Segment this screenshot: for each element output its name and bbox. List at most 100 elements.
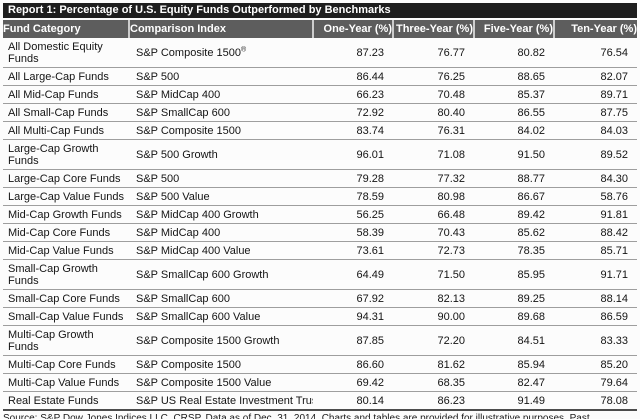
comparison-index-cell: S&P SmallCap 600: [129, 103, 313, 122]
table-row: Mid-Cap Core Funds S&P MidCap 400 58.39 …: [3, 223, 637, 242]
table-row: Real Estate Funds S&P US Real Estate Inv…: [3, 391, 637, 410]
one-year-cell: 80.14: [313, 391, 393, 410]
fund-category-cell: Multi-Cap Value Funds: [3, 373, 129, 392]
five-year-cell: 78.35: [474, 241, 554, 260]
three-year-cell: 80.40: [393, 103, 474, 122]
comparison-index-cell: S&P 500: [129, 67, 313, 86]
comparison-index-cell: S&P Composite 1500: [129, 355, 313, 374]
table-row: Mid-Cap Growth Funds S&P MidCap 400 Grow…: [3, 205, 637, 224]
ten-year-cell: 82.07: [554, 67, 637, 86]
table-row: Small-Cap Growth Funds S&P SmallCap 600 …: [3, 259, 637, 290]
comparison-index-cell: S&P Composite 1500 Value: [129, 373, 313, 392]
ten-year-cell: 87.75: [554, 103, 637, 122]
five-year-cell: 85.95: [474, 259, 554, 290]
table-row: Multi-Cap Value Funds S&P Composite 1500…: [3, 373, 637, 392]
table-row: Small-Cap Core Funds S&P SmallCap 600 67…: [3, 289, 637, 308]
three-year-cell: 71.50: [393, 259, 474, 290]
five-year-cell: 85.94: [474, 355, 554, 374]
one-year-cell: 69.42: [313, 373, 393, 392]
ten-year-cell: 89.71: [554, 85, 637, 104]
table-row: Small-Cap Value Funds S&P SmallCap 600 V…: [3, 307, 637, 326]
table-row: All Small-Cap Funds S&P SmallCap 600 72.…: [3, 103, 637, 122]
fund-category-cell: All Multi-Cap Funds: [3, 121, 129, 140]
ten-year-cell: 76.54: [600, 47, 628, 59]
three-year-cell: 70.48: [393, 85, 474, 104]
one-year-cell: 78.59: [313, 187, 393, 206]
ten-year-cell: 89.52: [554, 139, 637, 170]
one-year-cell: 73.61: [313, 241, 393, 260]
col-header-fund-category: Fund Category: [3, 20, 129, 38]
ten-year-cell: 58.76: [554, 187, 637, 206]
comparison-index-cell: S&P MidCap 400 Growth: [129, 205, 313, 224]
fund-category-cell: Large-Cap Growth Funds: [3, 139, 129, 170]
five-year-cell: 86.67: [474, 187, 554, 206]
fund-category-cell: Small-Cap Growth Funds: [3, 259, 129, 290]
ten-year-cell: 85.20: [554, 355, 637, 374]
three-year-cell: 70.43: [393, 223, 474, 242]
fund-category-cell: Mid-Cap Value Funds: [3, 241, 129, 260]
col-header-five-year: Five-Year (%): [473, 20, 554, 38]
table-row: All Mid-Cap Funds S&P MidCap 400 66.23 7…: [3, 85, 637, 104]
fund-category-cell: All Large-Cap Funds: [3, 67, 129, 86]
table-row: Multi-Cap Core Funds S&P Composite 1500 …: [3, 355, 637, 374]
table-header-row: Fund Category Comparison Index One-Year …: [3, 20, 637, 38]
comparison-index-cell: S&P Composite 1500®: [136, 46, 247, 59]
comparison-index-cell: S&P SmallCap 600 Value: [129, 307, 313, 326]
five-year-cell: 88.77: [474, 169, 554, 188]
col-header-ten-year: Ten-Year (%): [553, 20, 637, 38]
three-year-cell: 76.31: [393, 121, 474, 140]
three-year-cell: 72.73: [393, 241, 474, 260]
five-year-cell: 84.02: [474, 121, 554, 140]
three-year-cell: 77.32: [393, 169, 474, 188]
fund-category-cell: Multi-Cap Core Funds: [3, 355, 129, 374]
fund-category-cell: All Small-Cap Funds: [3, 103, 129, 122]
col-header-comparison-index: Comparison Index: [128, 20, 313, 38]
ten-year-cell: 88.42: [554, 223, 637, 242]
fund-category-cell: Large-Cap Core Funds: [3, 169, 129, 188]
registered-trademark-sup: ®: [240, 46, 247, 54]
table-row: Large-Cap Value Funds S&P 500 Value 78.5…: [3, 187, 637, 206]
ten-year-cell: 78.08: [554, 391, 637, 410]
comparison-index-cell: S&P MidCap 400 Value: [129, 241, 313, 260]
comparison-index-cell: S&P Composite 1500 Growth: [129, 325, 313, 356]
one-year-cell: 56.25: [313, 205, 393, 224]
ten-year-cell: 83.33: [554, 325, 637, 356]
comparison-index-cell: S&P SmallCap 600 Growth: [129, 259, 313, 290]
table-row: Large-Cap Growth Funds S&P 500 Growth 96…: [3, 139, 637, 170]
one-year-cell: 87.85: [313, 325, 393, 356]
one-year-cell: 87.23: [356, 47, 384, 59]
comparison-index-cell: S&P 500 Value: [129, 187, 313, 206]
ten-year-cell: 86.59: [554, 307, 637, 326]
comparison-index-cell: S&P US Real Estate Investment Trust: [129, 391, 313, 410]
three-year-cell: 80.98: [393, 187, 474, 206]
five-year-cell: 88.65: [474, 67, 554, 86]
three-year-cell: 81.62: [393, 355, 474, 374]
funds-table: Fund Category Comparison Index One-Year …: [3, 20, 637, 411]
five-year-cell: 91.49: [474, 391, 554, 410]
ten-year-cell: 91.71: [554, 259, 637, 290]
source-note: Source: S&P Dow Jones Indices LLC, CRSP.…: [3, 413, 590, 419]
table-row: Large-Cap Core Funds S&P 500 79.28 77.32…: [3, 169, 637, 188]
three-year-cell: 68.35: [393, 373, 474, 392]
ten-year-cell: 79.64: [554, 373, 637, 392]
fund-category-cell: Mid-Cap Growth Funds: [3, 205, 129, 224]
one-year-cell: 79.28: [313, 169, 393, 188]
col-header-one-year: One-Year (%): [312, 20, 393, 38]
fund-category-cell: Mid-Cap Core Funds: [3, 223, 129, 242]
comparison-index-cell: S&P 500 Growth: [129, 139, 313, 170]
three-year-cell: 66.48: [393, 205, 474, 224]
three-year-cell: 86.23: [393, 391, 474, 410]
comparison-index-cell: S&P MidCap 400: [129, 223, 313, 242]
three-year-cell: 72.20: [393, 325, 474, 356]
table-row: Mid-Cap Value Funds S&P MidCap 400 Value…: [3, 241, 637, 260]
one-year-cell: 94.31: [313, 307, 393, 326]
table-row: Multi-Cap Growth Funds S&P Composite 150…: [3, 325, 637, 356]
comparison-index-cell: S&P MidCap 400: [129, 85, 313, 104]
one-year-cell: 96.01: [313, 139, 393, 170]
one-year-cell: 64.49: [313, 259, 393, 290]
report-title-bar: Report 1: Percentage of U.S. Equity Fund…: [3, 3, 637, 18]
one-year-cell: 72.92: [313, 103, 393, 122]
five-year-cell: 85.62: [474, 223, 554, 242]
five-year-cell: 89.42: [474, 205, 554, 224]
